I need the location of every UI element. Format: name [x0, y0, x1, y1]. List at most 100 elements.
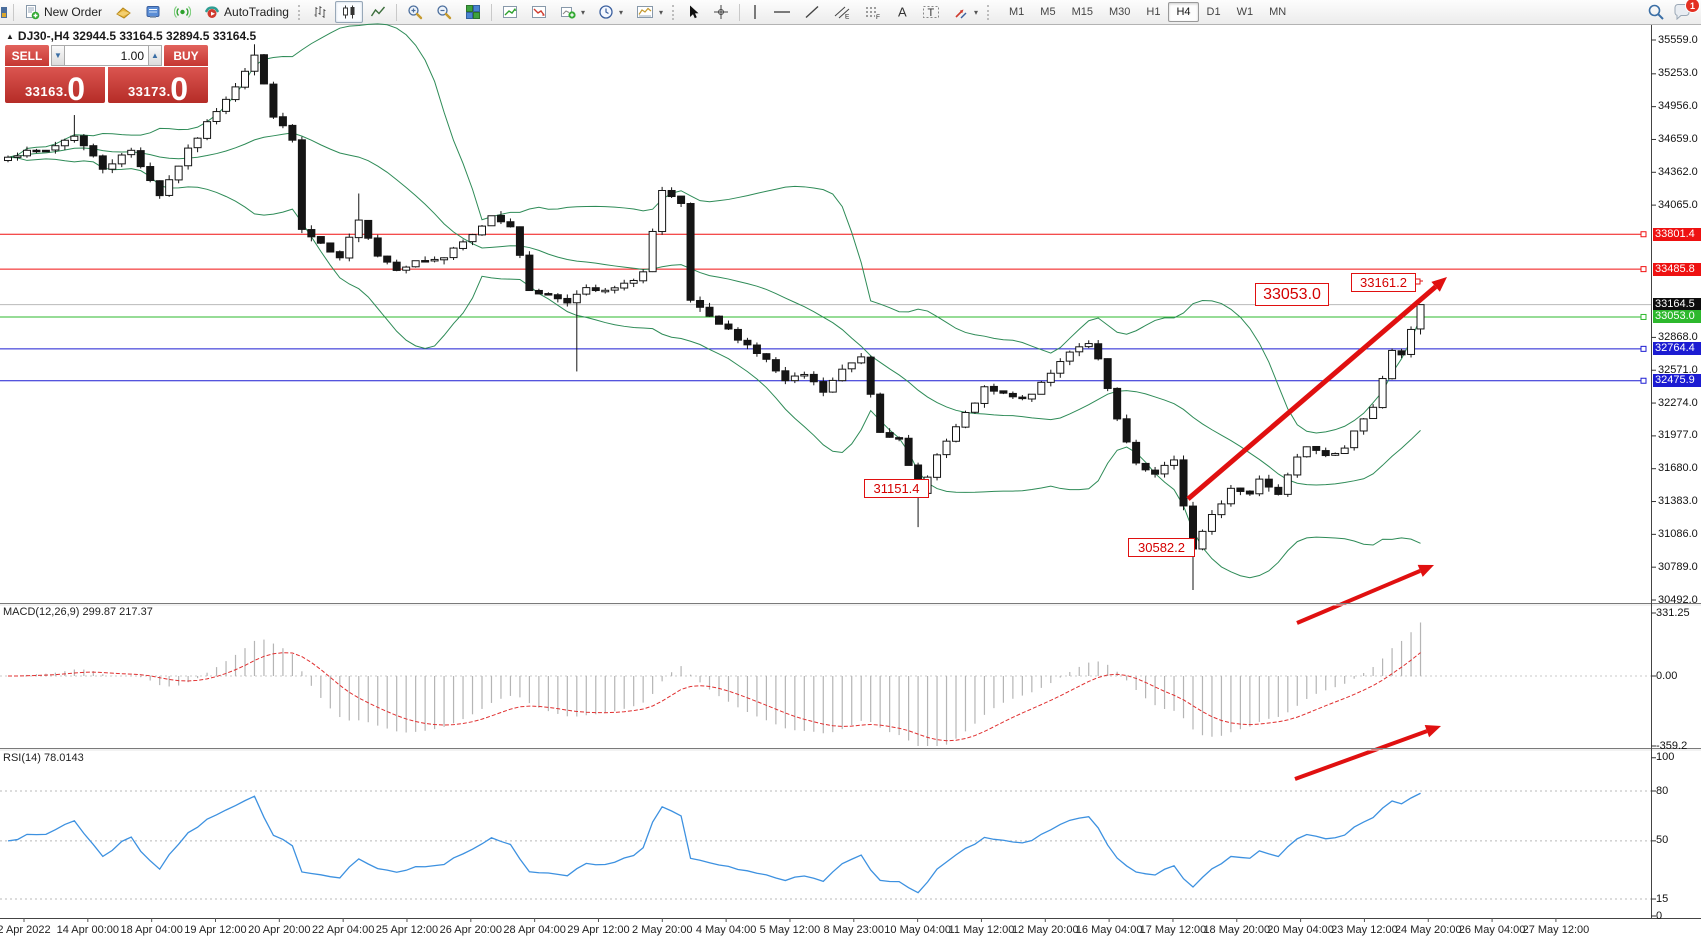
sell-button[interactable]: SELL — [5, 45, 49, 66]
candle — [98, 155, 107, 170]
autotrading-button[interactable]: AutoTrading — [198, 1, 295, 23]
text-label-icon: T — [922, 4, 940, 20]
candle — [1084, 343, 1093, 348]
candle — [335, 251, 344, 259]
text-icon: A — [895, 4, 909, 20]
dropdown-caret-icon: ▾ — [974, 7, 979, 17]
timeframe-m30-button[interactable]: M30 — [1108, 6, 1131, 18]
candle — [136, 150, 145, 168]
candle — [1027, 393, 1036, 400]
svg-text:T: T — [928, 7, 935, 19]
candle — [1302, 446, 1311, 458]
autotrading-label: AutoTrading — [224, 5, 289, 19]
timeframe-group: M1 M5 M15 M30 H1 H4 D1 W1 MN — [1001, 2, 1294, 22]
sell-price-display[interactable]: 33163. 0 — [5, 67, 105, 107]
candle — [1264, 478, 1273, 488]
template-icon — [636, 4, 654, 20]
candle — [1340, 447, 1349, 455]
trend-arrows[interactable] — [1186, 277, 1447, 781]
volume-decrease-button[interactable]: ▼ — [51, 45, 65, 66]
cursor-tool-button[interactable] — [680, 1, 706, 23]
arrows-tool-button[interactable]: ▾ — [947, 1, 984, 23]
candle — [326, 242, 335, 253]
timeframe-h4-button[interactable]: H4 — [1168, 2, 1199, 22]
candle — [933, 454, 942, 478]
indicator-window-button[interactable] — [496, 1, 524, 23]
candle — [1094, 343, 1103, 360]
crosshair-tool-button[interactable] — [707, 1, 735, 23]
candle — [904, 437, 913, 466]
candle — [1236, 487, 1245, 492]
line-chart-mode-button[interactable] — [364, 1, 392, 23]
candle — [762, 353, 771, 360]
candle — [307, 229, 316, 238]
candle — [1226, 487, 1235, 505]
volume-box: ▼ ▲ — [51, 45, 162, 66]
candle — [459, 241, 468, 249]
zoom-out-icon — [436, 4, 452, 20]
candle — [1283, 474, 1292, 495]
candle — [203, 121, 212, 139]
candle — [193, 137, 202, 149]
zoom-out-button[interactable] — [430, 1, 458, 23]
notifications-icon[interactable]: 1 — [1673, 0, 1700, 21]
crosshair-icon — [713, 4, 729, 20]
period-selector-button[interactable]: ▾ — [592, 1, 629, 23]
candle — [553, 294, 562, 300]
candle — [1350, 430, 1359, 449]
label-tool-button[interactable]: T — [916, 1, 946, 23]
candle — [297, 139, 306, 230]
candle — [1160, 464, 1169, 475]
vertical-line-tool-button[interactable] — [744, 1, 766, 23]
signal-button[interactable] — [168, 1, 197, 23]
candle — [70, 135, 79, 141]
equidistant-channel-tool-button[interactable]: E — [827, 1, 857, 23]
timeframe-h1-button[interactable]: H1 — [1146, 6, 1161, 18]
candle — [345, 236, 354, 259]
add-indicator-button[interactable]: ▾ — [554, 1, 591, 23]
new-order-button[interactable]: New Order — [18, 1, 108, 23]
candle — [1046, 372, 1055, 383]
buy-price-main: 33173 — [127, 84, 167, 99]
volume-increase-button[interactable]: ▲ — [148, 45, 162, 66]
meta-editor-button[interactable] — [139, 1, 167, 23]
timeframe-d1-button[interactable]: D1 — [1206, 6, 1221, 18]
search-icon[interactable] — [1647, 3, 1665, 21]
bar-chart-mode-button[interactable] — [306, 1, 334, 23]
candle — [468, 234, 477, 243]
indicator-window-2-button[interactable] — [525, 1, 553, 23]
text-tool-button[interactable]: A — [889, 1, 915, 23]
toolbar-grip — [672, 4, 677, 20]
candle — [1255, 478, 1264, 495]
horizontal-line-tool-button[interactable] — [767, 1, 797, 23]
symbol-ohlc-text: DJ30-,H4 32944.5 33164.5 32894.5 33164.5 — [17, 29, 257, 43]
sell-price-big-digit: 0 — [67, 71, 86, 107]
candle — [1293, 456, 1302, 476]
buy-button[interactable]: BUY — [164, 45, 208, 66]
separator — [13, 3, 14, 21]
svg-text:F: F — [876, 14, 880, 20]
candle — [885, 432, 894, 438]
volume-input[interactable] — [65, 45, 148, 66]
timeframe-m15-button[interactable]: M15 — [1071, 6, 1093, 18]
timeframe-w1-button[interactable]: W1 — [1236, 6, 1254, 18]
candle — [572, 293, 581, 304]
zoom-in-button[interactable] — [401, 1, 429, 23]
candle — [1008, 392, 1017, 398]
candle — [952, 426, 960, 442]
autotrading-icon — [204, 4, 220, 20]
market-watch-button[interactable] — [109, 1, 138, 23]
buy-price-display[interactable]: 33173. 0 — [108, 67, 208, 105]
timeframe-m5-button[interactable]: M5 — [1040, 6, 1056, 18]
candle — [989, 385, 998, 392]
trendline-tool-button[interactable] — [798, 1, 826, 23]
timeframe-m1-button[interactable]: M1 — [1009, 6, 1025, 18]
template-button[interactable]: ▾ — [630, 1, 669, 23]
tile-windows-button[interactable] — [459, 1, 487, 23]
candle — [1189, 505, 1197, 550]
timeframe-mn-button[interactable]: MN — [1269, 6, 1287, 18]
fibonacci-tool-button[interactable]: F — [858, 1, 888, 23]
candlestick-mode-button[interactable] — [334, 1, 363, 23]
candlestick-series — [4, 44, 1425, 591]
